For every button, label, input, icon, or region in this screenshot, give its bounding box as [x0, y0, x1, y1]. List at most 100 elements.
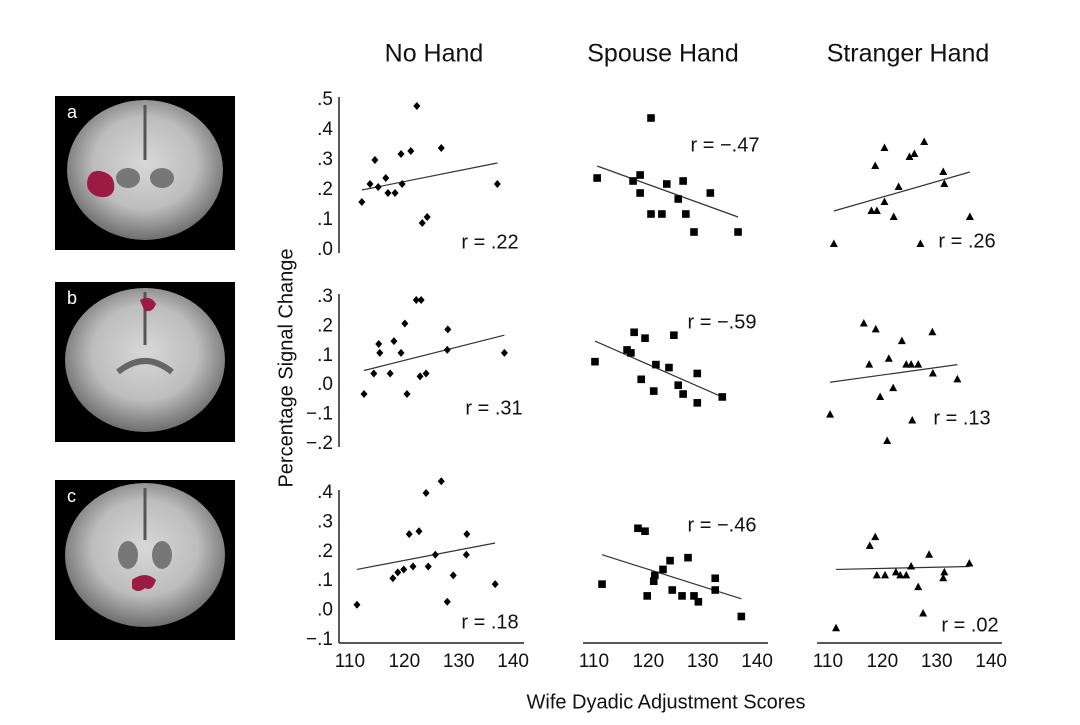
- point: [679, 177, 687, 185]
- x-tick-label: 110: [813, 651, 843, 672]
- point: [693, 369, 702, 378]
- point: [867, 206, 876, 214]
- column-title: Stranger Hand: [827, 40, 990, 68]
- point: [412, 295, 420, 304]
- x-tick-label: 130: [921, 651, 953, 672]
- point: [939, 167, 948, 175]
- point: [908, 415, 917, 424]
- point: [449, 571, 457, 580]
- point: [939, 573, 948, 582]
- y-tick-label: .2: [317, 315, 333, 336]
- point: [670, 331, 678, 340]
- point: [872, 570, 881, 579]
- point: [910, 149, 919, 157]
- point: [894, 182, 903, 190]
- point: [872, 206, 881, 214]
- point: [593, 174, 601, 182]
- x-tick-label: 140: [497, 651, 529, 672]
- y-tick-label: .0: [317, 600, 333, 621]
- point: [883, 436, 892, 445]
- y-tick-label: .1: [317, 570, 333, 591]
- point: [718, 393, 727, 401]
- point: [647, 114, 655, 122]
- point: [711, 586, 720, 594]
- point: [881, 570, 890, 579]
- point: [880, 143, 889, 151]
- y-tick-label: −.1: [306, 629, 333, 650]
- point: [649, 387, 658, 395]
- trend-line: [363, 334, 505, 372]
- point: [634, 524, 642, 533]
- point: [386, 369, 394, 378]
- point: [443, 345, 451, 354]
- point: [891, 567, 900, 576]
- point: [422, 369, 430, 378]
- point: [424, 562, 432, 571]
- point: [953, 374, 962, 383]
- x-tick-label: 140: [975, 651, 1007, 672]
- point: [391, 189, 399, 197]
- y-tick-label: −.2: [306, 433, 333, 454]
- point: [598, 580, 606, 588]
- correlation-label: r = .31: [465, 397, 522, 419]
- correlation-label: r = .02: [941, 614, 998, 636]
- point: [413, 102, 421, 110]
- point: [370, 369, 378, 378]
- point: [940, 567, 949, 576]
- point: [366, 180, 374, 188]
- point: [360, 390, 368, 399]
- point: [665, 363, 673, 372]
- point: [965, 212, 974, 220]
- point: [684, 553, 692, 562]
- point: [920, 137, 929, 145]
- point: [444, 325, 452, 334]
- point: [832, 623, 841, 632]
- point: [965, 559, 974, 567]
- point: [376, 348, 384, 357]
- point: [876, 392, 885, 400]
- point: [711, 574, 720, 583]
- trend-line: [594, 340, 723, 398]
- point: [925, 550, 934, 558]
- trend-line: [833, 171, 971, 212]
- point: [914, 360, 923, 368]
- y-tick-label: .4: [317, 482, 333, 503]
- point: [422, 489, 430, 497]
- point: [647, 210, 655, 218]
- point: [462, 550, 470, 559]
- point: [897, 336, 906, 345]
- point: [679, 390, 687, 398]
- point: [403, 390, 411, 399]
- point: [896, 570, 905, 579]
- y-tick-label: .2: [317, 541, 333, 562]
- x-tick-label: 110: [335, 651, 365, 672]
- trend-line: [361, 162, 498, 191]
- point: [500, 348, 508, 357]
- y-tick-label: .0: [317, 374, 333, 395]
- y-axis-label: Percentage Signal Change: [275, 248, 297, 487]
- trend-line: [356, 542, 496, 571]
- brain-image-c: [55, 480, 235, 640]
- point: [630, 328, 638, 337]
- trend-line: [596, 165, 739, 218]
- point: [884, 354, 893, 362]
- point: [734, 228, 742, 236]
- point: [389, 574, 397, 583]
- x-axis-label: Wife Dyadic Adjustment Scores: [527, 691, 806, 713]
- point: [398, 180, 406, 188]
- point: [865, 541, 874, 549]
- point: [641, 334, 649, 342]
- point: [919, 609, 928, 617]
- point: [405, 530, 413, 539]
- point: [636, 189, 644, 197]
- y-tick-label: .0: [317, 239, 333, 260]
- point: [737, 612, 746, 621]
- panel-label: a: [67, 102, 78, 122]
- point: [865, 360, 874, 368]
- point: [423, 213, 431, 221]
- point: [394, 568, 402, 577]
- column-title: Spouse Hand: [587, 40, 739, 68]
- point: [659, 565, 667, 574]
- point: [902, 570, 911, 579]
